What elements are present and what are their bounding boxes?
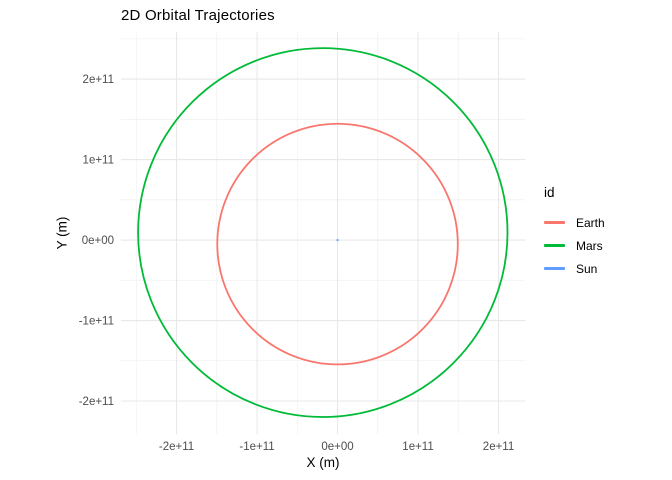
y-tick-label: 1e+11 [83, 155, 114, 167]
earth-orbit [216, 122, 459, 366]
y-tick-label: 2e+11 [83, 74, 114, 86]
y-tick-label: 0e+00 [82, 235, 114, 247]
legend-title: id [544, 185, 555, 200]
legend-key-line-mars [544, 244, 565, 247]
y-tick-label: -2e+11 [79, 396, 114, 408]
x-tick-label: 2e+11 [483, 441, 514, 453]
legend: id Earth Mars Sun [544, 185, 664, 280]
x-axis-title: X (m) [306, 455, 340, 470]
x-tick-label: -2e+11 [159, 441, 194, 453]
x-tick-label: -1e+11 [239, 441, 274, 453]
legend-label: Sun [576, 261, 598, 276]
sun-marker [336, 238, 339, 242]
plot-title: 2D Orbital Trajectories [121, 7, 275, 24]
x-tick-label: 1e+11 [402, 441, 433, 453]
legend-label: Mars [576, 238, 603, 253]
legend-item-mars: Mars [544, 234, 664, 257]
legend-key-line-sun [544, 267, 565, 270]
legend-item-sun: Sun [544, 257, 664, 280]
legend-key-line-earth [544, 221, 565, 224]
x-tick-label: 0e+00 [321, 441, 353, 453]
mars-orbit [137, 47, 509, 418]
y-axis-title: Y (m) [54, 216, 70, 250]
legend-items: Earth Mars Sun [544, 211, 664, 280]
y-tick-label: -1e+11 [79, 316, 114, 328]
legend-label: Earth [576, 215, 605, 230]
legend-item-earth: Earth [544, 211, 664, 234]
